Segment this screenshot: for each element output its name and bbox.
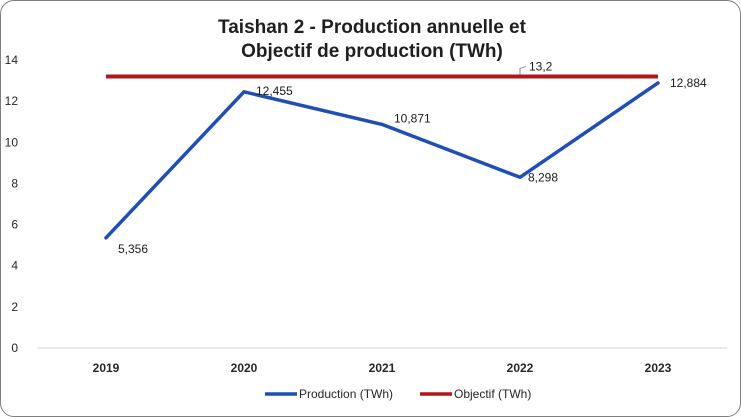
y-tick-label: 10 bbox=[5, 135, 19, 149]
x-tick-label: 2022 bbox=[507, 361, 534, 375]
y-tick-label: 8 bbox=[11, 176, 18, 190]
x-tick-label: 2021 bbox=[369, 361, 396, 375]
y-tick-label: 4 bbox=[11, 259, 18, 273]
y-tick-label: 2 bbox=[11, 300, 18, 314]
y-tick-label: 6 bbox=[11, 218, 18, 232]
production-point bbox=[380, 122, 384, 126]
series-layer bbox=[104, 74, 660, 240]
x-tick-label: 2019 bbox=[93, 361, 120, 375]
x-axis-ticks: 2019 2020 2021 2022 2023 bbox=[93, 361, 672, 375]
objectif-data-label: 13,2 bbox=[529, 59, 553, 73]
production-data-label: 12,455 bbox=[256, 84, 293, 98]
production-point bbox=[104, 236, 108, 240]
production-data-label: 8,298 bbox=[528, 170, 558, 184]
legend: Production (TWh) Objectif (TWh) bbox=[265, 387, 531, 401]
production-data-label: 10,871 bbox=[394, 111, 431, 125]
production-data-label: 5,356 bbox=[118, 242, 148, 256]
y-tick-label: 12 bbox=[5, 94, 19, 108]
y-tick-label: 0 bbox=[11, 341, 18, 355]
x-tick-label: 2023 bbox=[645, 361, 672, 375]
legend-entry-label: Objectif (TWh) bbox=[454, 387, 531, 401]
data-labels: 5,356 12,455 10,871 8,298 12,884 13,2 bbox=[118, 59, 707, 255]
x-tick-label: 2020 bbox=[231, 361, 258, 375]
y-tick-label: 14 bbox=[5, 53, 19, 67]
series-line-production bbox=[104, 81, 660, 240]
production-point bbox=[518, 175, 522, 179]
objectif-label-leader bbox=[519, 65, 527, 75]
chart-title-line-1: Taishan 2 - Production annuelle et bbox=[218, 17, 527, 38]
production-point bbox=[656, 81, 660, 85]
production-data-label: 12,884 bbox=[670, 76, 707, 90]
y-axis-ticks: 0 2 4 6 8 10 12 14 bbox=[5, 53, 19, 355]
production-point bbox=[242, 90, 246, 94]
chart-title-line-2: Objectif de production (TWh) bbox=[241, 41, 503, 62]
legend-entry-label: Production (TWh) bbox=[299, 387, 393, 401]
